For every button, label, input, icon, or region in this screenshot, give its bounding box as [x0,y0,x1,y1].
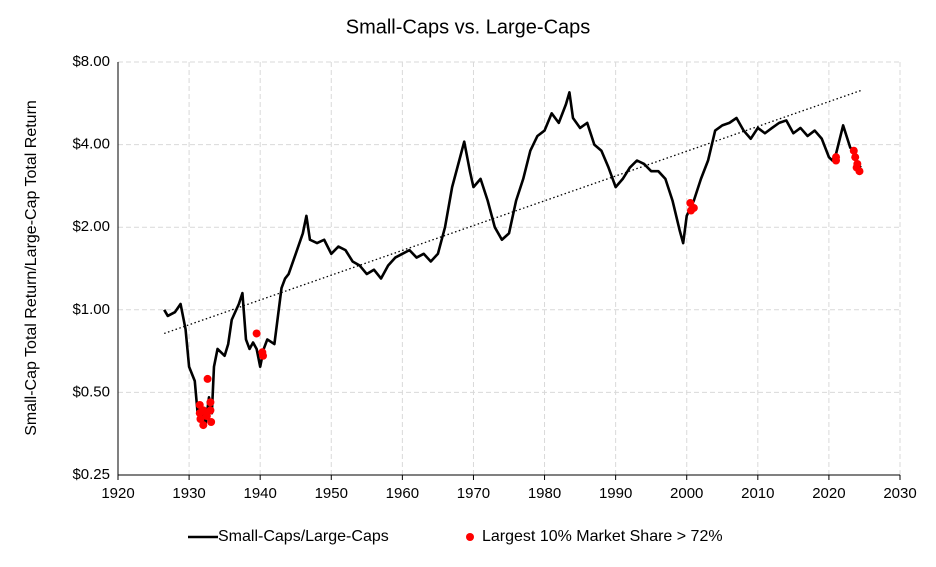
x-tick-label: 2010 [741,485,774,502]
legend-label: Small-Caps/Large-Caps [218,528,389,545]
y-tick-label: $1.00 [72,301,110,318]
legend-swatch [466,533,474,541]
x-tick-label: 1950 [315,485,348,502]
point [689,203,698,212]
point [206,398,215,407]
point [207,418,216,427]
point [851,153,860,162]
point [196,414,205,423]
y-axis-label: Small-Cap Total Return/Large-Cap Total R… [23,100,40,436]
x-tick-label: 1960 [386,485,419,502]
point [259,351,268,360]
x-tick-label: 1940 [243,485,276,502]
y-tick-label: $0.25 [72,466,110,483]
line [163,91,862,427]
point [853,159,862,168]
point [252,329,261,338]
legend-label: Largest 10% Market Share > 72% [482,528,723,545]
x-tick-label: 1920 [101,485,134,502]
y-tick-label: $4.00 [72,136,110,153]
point [832,156,841,165]
point [855,167,864,176]
point [203,374,212,383]
y-tick-label: $2.00 [72,218,110,235]
point [849,146,858,155]
point [199,421,208,430]
x-tick-label: 1970 [457,485,490,502]
chart-title: Small-Caps vs. Large-Caps [346,16,591,38]
point [206,406,215,415]
x-tick-label: 2020 [812,485,845,502]
x-tick-label: 1930 [172,485,205,502]
y-tick-label: $8.00 [72,53,110,70]
y-tick-label: $0.50 [72,383,110,400]
x-tick-label: 1990 [599,485,632,502]
x-tick-label: 2000 [670,485,703,502]
x-tick-label: 2030 [883,485,916,502]
x-tick-label: 1980 [528,485,561,502]
